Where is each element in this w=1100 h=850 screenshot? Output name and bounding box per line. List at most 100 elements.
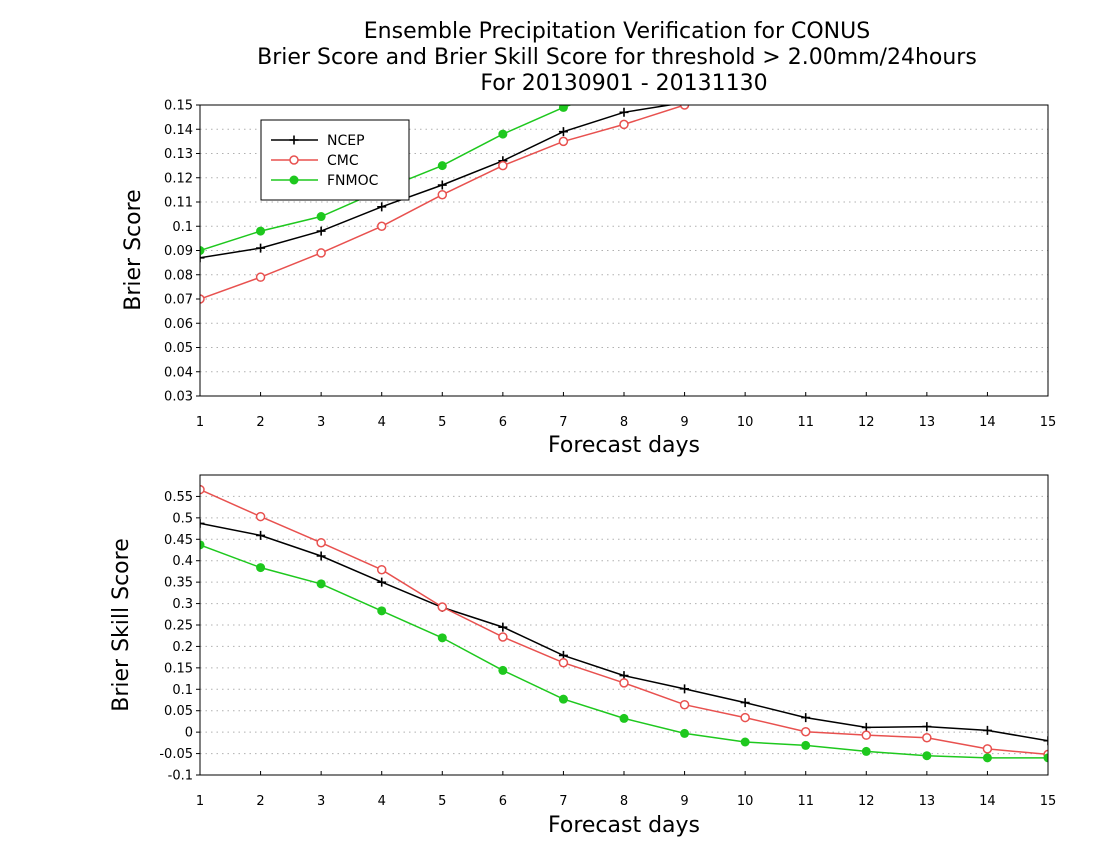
brier-skill-score-y-tick-label: 0.15 [164,661,193,676]
brier-score-y-tick-label: 0.07 [164,293,193,308]
brier-skill-score-point-ncep [256,530,266,540]
brier-score-point-cmc [558,136,569,147]
brier-score-point-cmc [923,77,931,85]
brier-score-point-fnmoc [1044,37,1053,46]
brier-score-y-tick-label: 0.04 [164,365,193,380]
brier-skill-score-point-cmc [861,730,872,740]
brier-score-x-tick-label: 1 [196,415,204,430]
brier-skill-score-point-fnmoc [437,633,447,643]
brier-score-point-cmc [498,160,508,171]
legend-entry-ncep: NCEP [271,133,365,149]
brier-skill-score-point-fnmoc [861,746,871,756]
brier-score-point-ncep [377,202,387,212]
brier-skill-score-xlabel: Forecast days [548,813,700,838]
brier-skill-score-point-ncep [922,722,932,732]
brier-score-x-tick-label: 2 [256,415,264,430]
brier-skill-score-point-fnmoc [316,579,326,589]
brier-skill-score-point-fnmoc [558,694,568,704]
brier-score-point-ncep [200,253,205,263]
brier-score-point-ncep [316,226,326,236]
brier-skill-score-point-fnmoc [982,753,992,763]
brier-score-y-tick-label: 0.08 [164,268,193,283]
brier-skill-score-point-cmc [437,602,448,612]
brier-score-point-cmc [255,272,266,282]
legend: NCEP CMC FNMOC [260,119,410,201]
brier-score-y-tick-label: 0.09 [164,244,193,259]
brier-skill-score-point-fnmoc [801,740,811,750]
brier-skill-score-y-tick-label: 0.3 [172,597,193,612]
brier-skill-score-point-fnmoc [200,540,205,550]
brier-score-grid [200,128,1048,373]
brier-score-point-fnmoc [498,129,508,139]
brier-score-y-tick-label: 0.05 [164,341,193,356]
brier-skill-score-point-fnmoc [680,728,690,738]
brier-score-x-tick-label: 10 [737,415,754,430]
brier-skill-score-y-tick-label: 0.05 [164,704,193,719]
brier-score-point-cmc [679,105,690,110]
brier-score-y-tick-label: 0.13 [164,147,193,162]
brier-score-x-tick-label: 4 [378,415,386,430]
brier-skill-score-point-ncep [680,684,690,694]
brier-skill-score-point-fnmoc [256,563,266,573]
brier-score-x-tick-label: 5 [438,415,446,430]
brier-score-y-tick-label: 0.14 [164,123,193,138]
brier-skill-score-point-cmc [200,484,205,495]
brier-score-point-ncep [1044,76,1053,85]
brier-skill-score-x-ticks: 1 2 3 4 5 6 7 8 9 10 11 12 13 14 15 [196,771,1056,809]
brier-score-point-fnmoc [316,212,326,222]
brier-score-y-ticks: 0.03 0.04 0.05 0.06 0.07 0.08 0.09 0.1 0.11 0.12 0… [164,99,200,405]
brier-skill-score-y-tick-label: 0.35 [164,576,193,591]
brier-score-point-ncep [558,127,568,137]
brier-skill-score-point-cmc [982,744,993,754]
brier-score-y-tick-label: 0.12 [164,171,193,186]
brier-skill-score-x-tick-label: 7 [559,794,567,809]
brier-skill-score-point-ncep [377,577,387,587]
brier-score-line-fnmoc [200,105,573,252]
brier-skill-score-y-tick-label: -0.1 [168,769,193,784]
title-line-2: Brier Score and Brier Skill Score for th… [257,45,977,70]
brier-skill-score-x-tick-label: 8 [620,794,628,809]
brier-skill-score-x-tick-label: 4 [378,794,386,809]
brier-skill-score-x-tick-label: 10 [737,794,754,809]
brier-score-y-tick-label: 0.1 [172,220,193,235]
brier-score-point-cmc [983,74,991,82]
brier-skill-score-point-ncep [740,698,750,708]
brier-skill-score-point-ncep [316,551,326,561]
brier-score-ylabel: Brier Score [121,189,146,310]
brier-score-point-ncep [256,243,266,253]
brier-skill-score-point-cmc [679,699,690,710]
legend-open-circle-icon [289,155,299,165]
brier-score-y-tick-label: 0.11 [164,196,193,211]
brier-skill-score-y-tick-label: 0.5 [172,511,193,526]
brier-skill-score-point-cmc [498,632,508,642]
brier-skill-score-point-cmc [558,657,569,668]
brier-skill-score-point-fnmoc [498,665,508,675]
brier-score-point-cmc [376,221,387,231]
title-line-1: Ensemble Precipitation Verification for … [364,19,870,44]
brier-skill-score-x-tick-label: 1 [196,794,204,809]
brier-score-point-cmc [862,79,870,87]
brier-skill-score-x-tick-label: 2 [256,794,264,809]
brier-skill-score-grid [200,495,1048,755]
brier-score-point-fnmoc [558,105,568,112]
brier-skill-score-point-cmc [316,537,326,548]
legend-entry-fnmoc: FNMOC [271,173,379,189]
brier-skill-score-point-ncep [498,622,508,632]
brier-skill-score-point-cmc [255,511,266,522]
brier-score-point-cmc [619,119,629,130]
brier-skill-score-y-tick-label: -0.05 [159,747,193,762]
brier-skill-score-point-fnmoc [922,751,932,761]
brier-score-series [200,37,1053,304]
brier-skill-score-y-tick-label: 0.1 [172,683,193,698]
brier-score-x-tick-label: 13 [919,415,936,430]
brier-skill-score-y-tick-label: 0.4 [172,554,193,569]
brier-skill-score-ylabel: Brier Skill Score [109,538,134,711]
brier-score-point-cmc [316,248,326,258]
brier-score-point-ncep [862,84,871,93]
brier-skill-score-point-fnmoc [740,737,750,747]
brier-skill-score-y-tick-label: 0.2 [172,640,193,655]
legend-label-ncep: NCEP [327,133,365,149]
brier-score-point-cmc [200,294,205,304]
brier-score-y-tick-label: 0.15 [164,99,193,114]
brier-score-x-tick-label: 15 [1040,415,1057,430]
